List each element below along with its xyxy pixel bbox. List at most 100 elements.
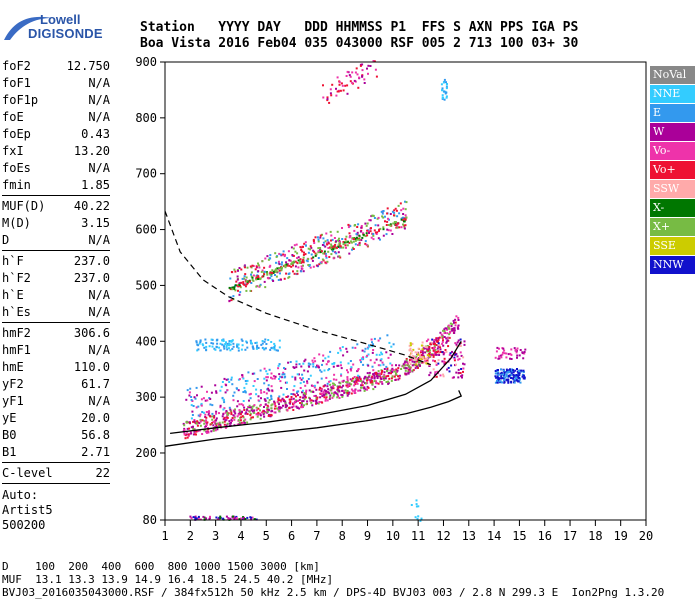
echo-point bbox=[342, 246, 345, 249]
echo-point bbox=[382, 377, 385, 380]
echo-point bbox=[257, 395, 260, 398]
echo-point bbox=[367, 386, 370, 389]
echo-point bbox=[204, 416, 207, 418]
echo-point bbox=[266, 271, 268, 274]
echo-point bbox=[327, 250, 330, 253]
echo-point bbox=[301, 391, 303, 394]
echo-point bbox=[267, 414, 270, 417]
echo-point bbox=[264, 286, 267, 289]
echo-point bbox=[455, 363, 457, 366]
echo-point bbox=[341, 346, 344, 348]
echo-point bbox=[336, 393, 339, 396]
echo-point bbox=[517, 380, 520, 383]
echo-point bbox=[249, 406, 252, 409]
echo-point bbox=[282, 404, 284, 407]
echo-point bbox=[241, 344, 244, 347]
echo-point bbox=[230, 299, 233, 302]
echo-point bbox=[326, 96, 329, 99]
echo-point bbox=[395, 368, 398, 371]
echo-point bbox=[266, 410, 269, 413]
echo-point bbox=[274, 405, 277, 408]
echo-point bbox=[439, 331, 442, 334]
echo-point bbox=[353, 380, 356, 383]
echo-point bbox=[199, 420, 202, 423]
echo-point bbox=[185, 421, 188, 424]
echo-point bbox=[403, 217, 406, 220]
echo-point bbox=[339, 246, 341, 249]
echo-point bbox=[421, 352, 424, 355]
echo-point bbox=[195, 406, 198, 409]
echo-point bbox=[325, 390, 327, 393]
echo-point bbox=[261, 269, 264, 272]
echo-point bbox=[198, 422, 201, 425]
echo-point bbox=[231, 420, 233, 422]
echo-point bbox=[271, 389, 274, 392]
echo-point bbox=[350, 392, 353, 395]
echo-point bbox=[373, 229, 376, 232]
echo-point bbox=[348, 391, 351, 394]
echo-point bbox=[415, 357, 418, 360]
echo-point bbox=[216, 342, 219, 345]
echo-point bbox=[397, 378, 400, 381]
echo-point bbox=[237, 419, 240, 422]
echo-point bbox=[363, 387, 366, 389]
echo-point bbox=[205, 424, 208, 426]
echo-point bbox=[333, 362, 336, 364]
echo-point bbox=[278, 267, 281, 269]
echo-point bbox=[209, 398, 212, 400]
echo-point bbox=[409, 342, 412, 345]
echo-point bbox=[324, 384, 327, 387]
echo-point bbox=[216, 517, 219, 520]
station-header: Station YYYY DAY DDD HHMMSS P1 FFS S AXN… bbox=[140, 20, 578, 52]
echo-point bbox=[497, 371, 500, 374]
echo-point bbox=[395, 372, 397, 375]
echo-point bbox=[357, 223, 360, 226]
echo-point bbox=[345, 384, 348, 387]
echo-point bbox=[343, 391, 346, 394]
echo-point bbox=[228, 422, 231, 425]
echo-point bbox=[287, 263, 290, 266]
echo-point bbox=[393, 214, 395, 217]
echo-point bbox=[241, 410, 243, 413]
echo-point bbox=[378, 372, 381, 375]
echo-point bbox=[352, 363, 355, 366]
echo-point bbox=[439, 348, 442, 351]
echo-point bbox=[292, 403, 294, 406]
echo-point bbox=[257, 413, 260, 416]
echo-point bbox=[357, 374, 360, 377]
echo-point bbox=[190, 399, 193, 401]
echo-point bbox=[292, 254, 295, 257]
echo-point bbox=[349, 378, 352, 381]
echo-point bbox=[502, 347, 505, 350]
echo-point bbox=[348, 382, 351, 385]
x-tick-label: 9 bbox=[364, 529, 371, 543]
param-row: h`Es N/A bbox=[2, 304, 110, 321]
echo-point bbox=[382, 226, 385, 229]
echo-point bbox=[269, 254, 272, 257]
echo-point bbox=[228, 344, 231, 347]
echo-point bbox=[284, 253, 286, 256]
echo-point bbox=[334, 251, 337, 254]
echo-point bbox=[353, 79, 356, 82]
true-height-profile bbox=[164, 390, 463, 447]
echo-point bbox=[405, 367, 408, 370]
echo-point bbox=[356, 226, 359, 228]
echo-point bbox=[375, 373, 378, 376]
echo-point bbox=[521, 351, 524, 354]
echo-point bbox=[226, 389, 229, 392]
echo-point bbox=[283, 277, 286, 280]
echo-point bbox=[346, 378, 349, 381]
echo-point bbox=[391, 375, 394, 378]
echo-point bbox=[359, 64, 362, 67]
echo-point bbox=[424, 347, 427, 350]
echo-point bbox=[245, 382, 248, 385]
echo-point bbox=[342, 243, 345, 246]
echo-point bbox=[236, 405, 239, 408]
echo-point bbox=[363, 377, 366, 380]
echo-point bbox=[218, 346, 221, 349]
echo-point bbox=[226, 416, 229, 419]
echo-point bbox=[391, 233, 394, 235]
echo-point bbox=[245, 280, 248, 283]
echo-point bbox=[212, 420, 215, 423]
echo-point bbox=[380, 210, 383, 213]
